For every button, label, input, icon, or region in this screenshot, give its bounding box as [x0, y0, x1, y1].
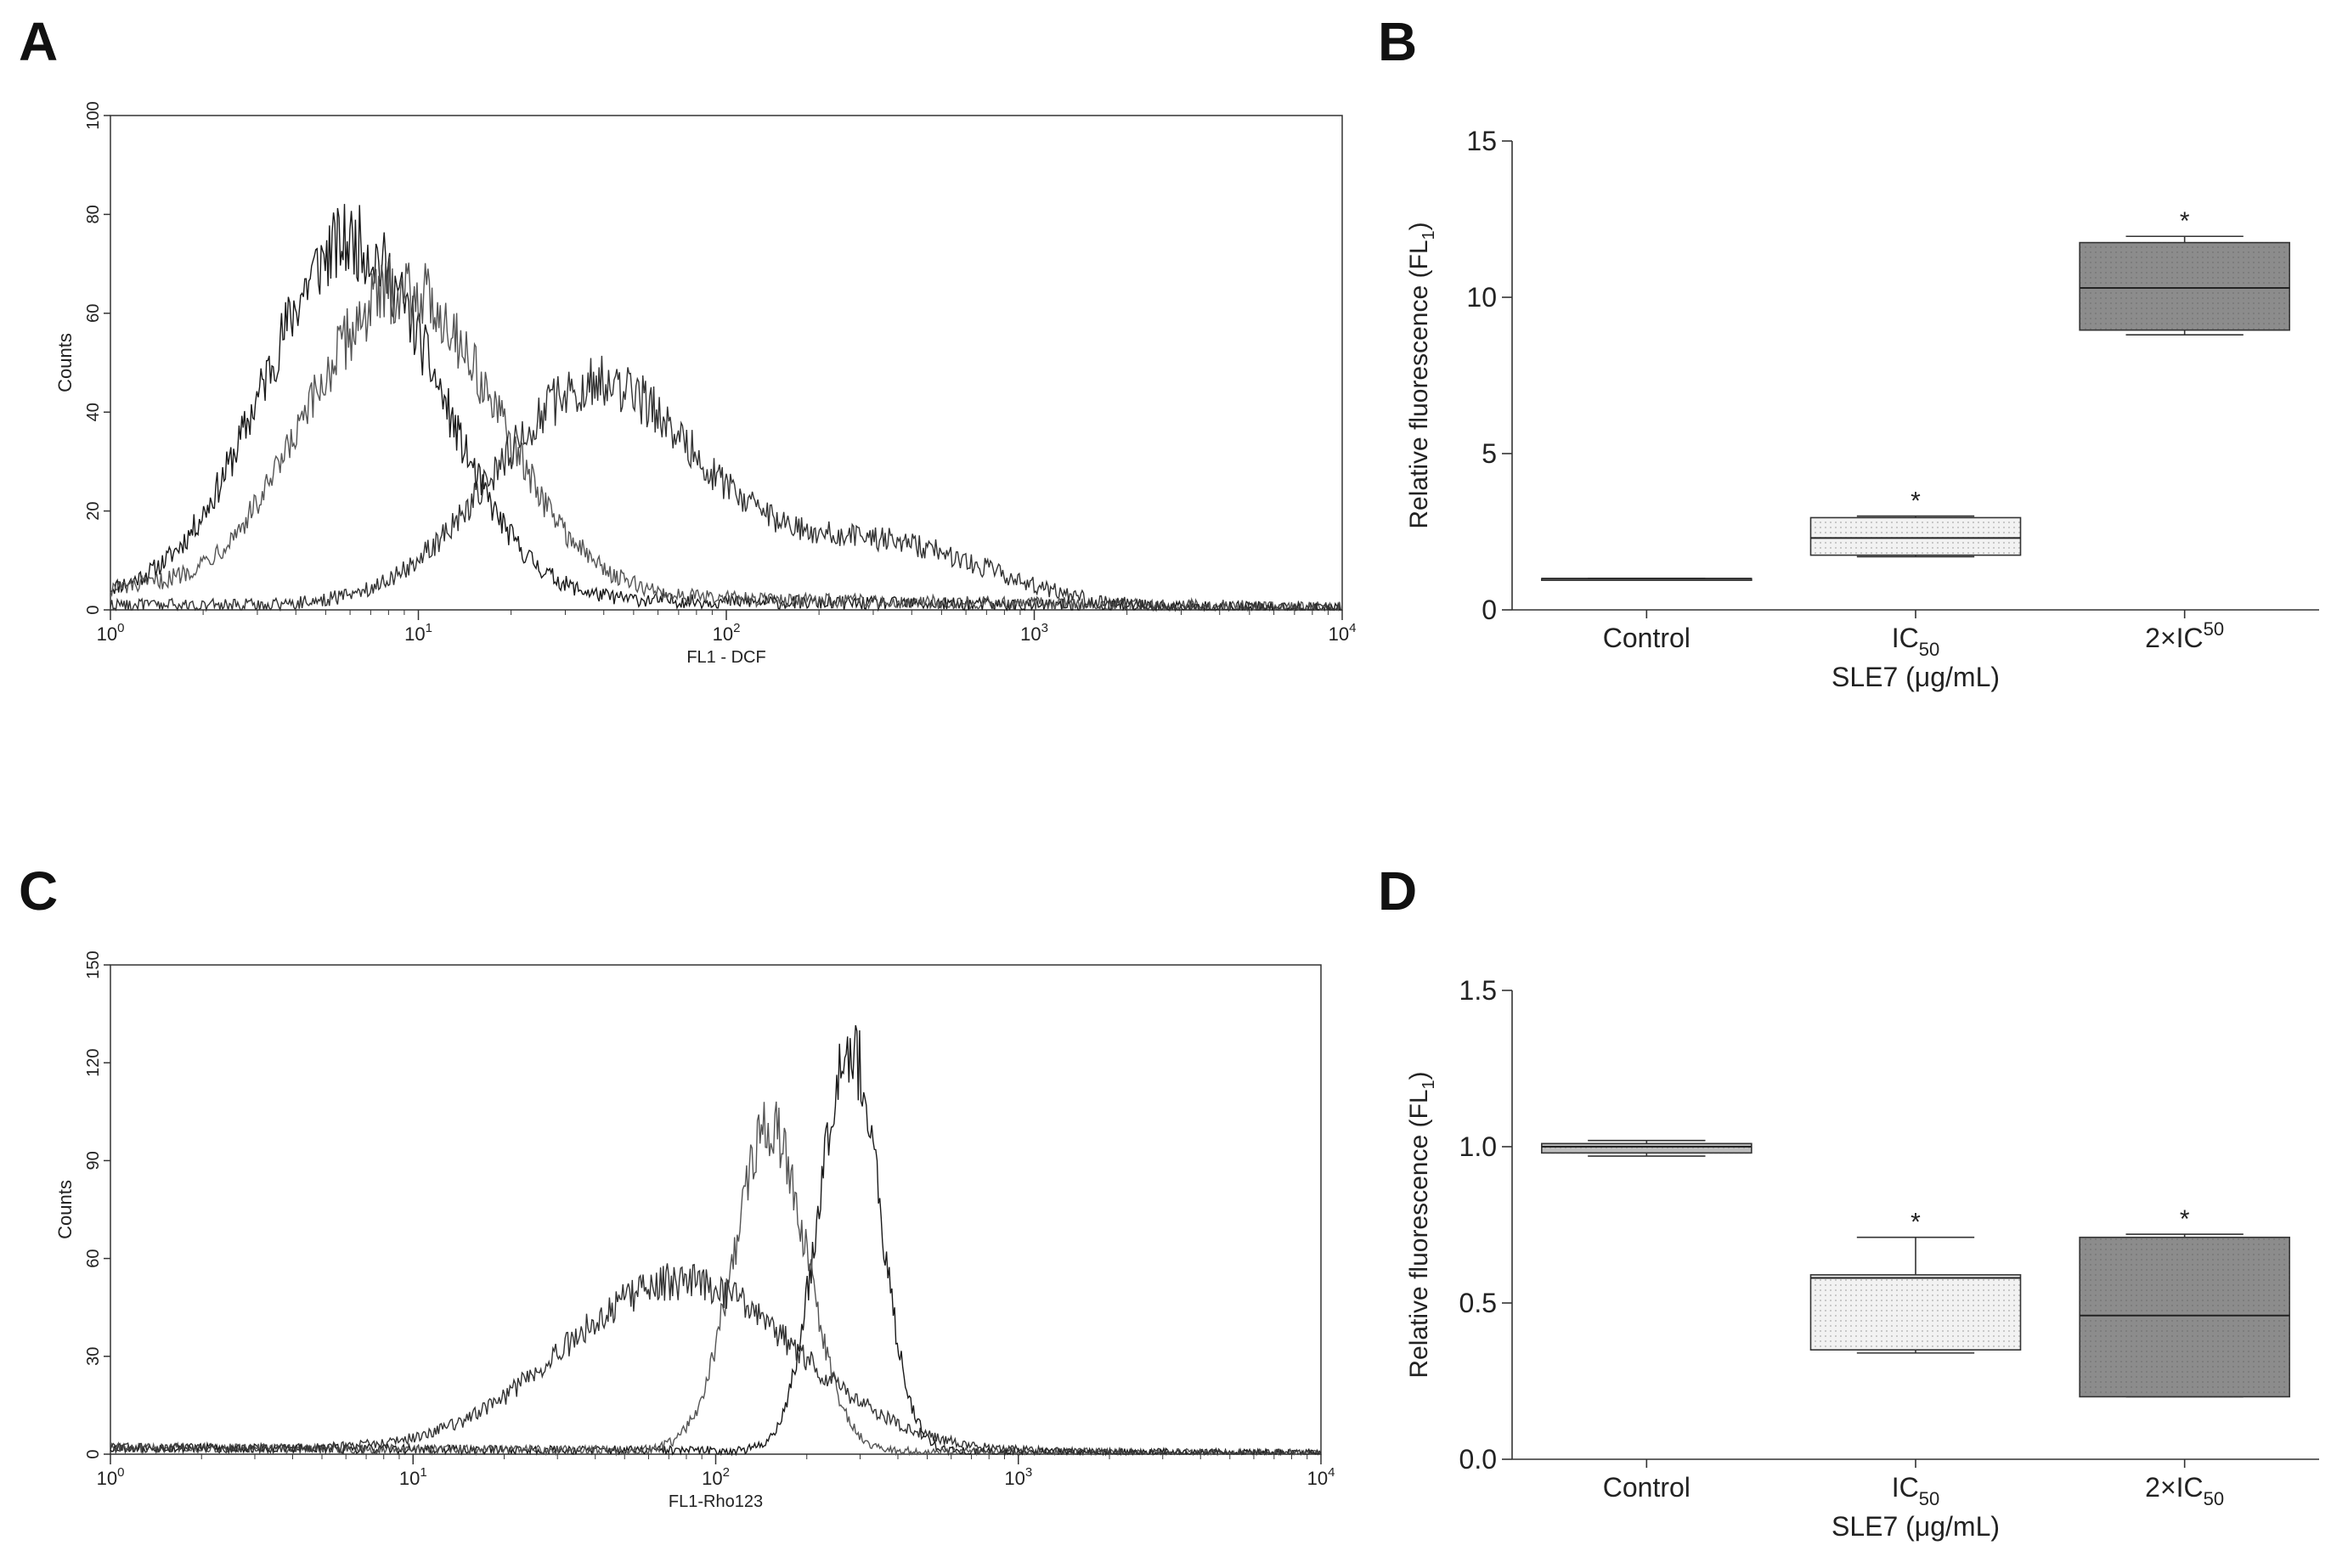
box-pattern-0 [1541, 1143, 1752, 1153]
x-axis-label: FL1-Rho123 [669, 1492, 763, 1511]
y-tick-label: 150 [84, 950, 103, 979]
y-tick-label: 80 [84, 205, 103, 223]
plot-frame [110, 964, 1322, 1455]
y-tick-label: 100 [84, 101, 103, 129]
x-axis-label: FL1 - DCF [686, 648, 765, 667]
histogram-series-IC50 [110, 257, 1342, 612]
significance-star: * [2180, 1205, 2190, 1233]
box-pattern-1 [1810, 517, 2021, 556]
plot-frame [110, 115, 1343, 611]
x-tick-label: 104 [1329, 621, 1357, 645]
x-tick-label: 103 [1020, 621, 1048, 645]
y-tick-label: 0.0 [1459, 1444, 1497, 1475]
x-category-label: IC50 [1892, 623, 1939, 660]
y-axis-label: Relative fluorescence (FL1) [1405, 222, 1438, 528]
y-tick-label: 0 [84, 1449, 103, 1458]
panel-label-d: D [1378, 860, 1418, 922]
x-tick-label: 100 [97, 621, 125, 645]
histogram-series-2xIC50 [110, 355, 1342, 612]
y-tick-label: 120 [84, 1049, 103, 1077]
y-tick-label: 0.5 [1459, 1288, 1497, 1318]
x-tick-label: 101 [404, 621, 432, 645]
y-tick-label: 10 [1466, 282, 1497, 313]
x-tick-label: 103 [1004, 1465, 1032, 1489]
box-pattern-1 [1810, 1274, 2021, 1351]
y-tick-label: 60 [84, 304, 103, 323]
histogram-chart-dcf: 0 20 40 60 80 100 Counts 100 101 102 103 104 FL1 - D… [54, 101, 1357, 667]
significance-star: * [1911, 488, 1921, 516]
x-tick-label: 100 [97, 1465, 125, 1489]
y-tick-label: 30 [84, 1347, 103, 1366]
y-tick-label: 1.0 [1459, 1131, 1497, 1162]
y-tick-label: 0 [1482, 595, 1497, 625]
x-tick-label: 104 [1307, 1465, 1335, 1489]
significance-star: * [2180, 207, 2190, 235]
x-axis-label: SLE7 (μg/mL) [1832, 662, 2000, 692]
boxplot-chart-rho123: 0.0 0.5 1.0 1.5 Relative fluorescence (FL1) C… [1405, 975, 2319, 1542]
y-tick-label: 0 [84, 605, 103, 614]
histogram-series-control [110, 204, 1342, 612]
histogram-series-IC50 [110, 1101, 1322, 1457]
histogram-series-control [110, 1024, 1322, 1457]
y-tick-label: 40 [84, 403, 103, 421]
x-category-label: Control [1603, 623, 1690, 653]
box-pattern-2 [2080, 242, 2290, 330]
box-pattern-2 [2080, 1237, 2290, 1397]
y-tick-label: 15 [1466, 126, 1497, 156]
panel-label-b: B [1378, 11, 1418, 72]
y-axis-label: Relative fluorescence (FL1) [1405, 1071, 1438, 1378]
y-tick-label: 5 [1482, 438, 1497, 469]
y-tick-label: 60 [84, 1249, 103, 1267]
significance-star: * [1911, 1209, 1921, 1237]
x-tick-label: 102 [702, 1465, 730, 1489]
y-tick-label: 1.5 [1459, 975, 1497, 1006]
x-category-label: 2×IC50 [2145, 1472, 2224, 1509]
histogram-series-2xIC50 [110, 1263, 1322, 1457]
y-tick-label: 20 [84, 501, 103, 520]
x-category-label: 2×IC50 [2145, 618, 2224, 653]
x-axis-label: SLE7 (μg/mL) [1832, 1511, 2000, 1542]
y-tick-label: 90 [84, 1151, 103, 1170]
boxplot-chart-dcf: 0 5 10 15 Relative fluorescence (FL1) Control… [1405, 126, 2319, 692]
histogram-chart-rho123: 0 30 60 90 120 150 Counts 100 101 102 103 104 FL1-Rh… [54, 950, 1335, 1511]
panel-label-c: C [19, 860, 59, 922]
x-tick-label: 102 [713, 621, 741, 645]
x-category-label: Control [1603, 1472, 1690, 1503]
x-tick-label: 101 [399, 1465, 427, 1489]
panel-label-a: A [19, 11, 59, 72]
y-axis-label: Counts [54, 1180, 76, 1239]
x-category-label: IC50 [1892, 1472, 1939, 1509]
y-axis-label: Counts [54, 333, 76, 392]
